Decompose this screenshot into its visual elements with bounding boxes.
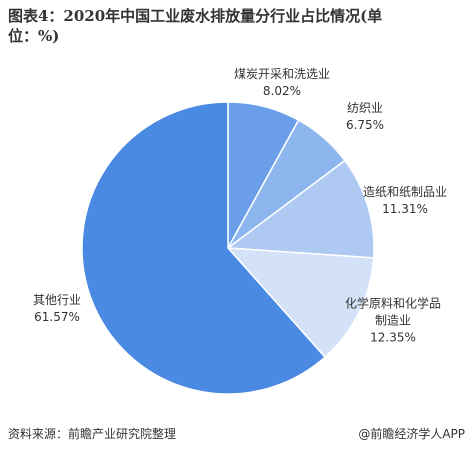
slice-label: 化学原料和化学品制造业 12.35% — [343, 296, 443, 347]
source: 资料来源：前瞻产业研究院整理 — [8, 427, 177, 441]
category-label: 煤炭开采和洗选业 — [233, 67, 331, 81]
slice-label: 煤炭开采和洗选业 8.02% — [234, 66, 330, 100]
slice-label: 其他行业 61.57% — [33, 292, 81, 326]
pie-slice — [225, 159, 375, 259]
category-label: 其他行业 — [32, 293, 82, 307]
pie-slice — [81, 101, 327, 395]
value-label: 61.57% — [34, 310, 80, 324]
value-label: 8.02% — [262, 84, 302, 98]
value-label: 11.31% — [382, 202, 428, 216]
chart-title: 图表4：2020年中国工业废水排放量分行业占比情况(单位：%) — [8, 7, 383, 45]
value-label: 6.75% — [345, 118, 385, 132]
category-label: 纺织业 — [346, 101, 383, 115]
value-label: 12.35% — [370, 330, 416, 345]
pie-slice — [226, 247, 375, 359]
slice-label: 造纸和纸制品业 11.31% — [363, 184, 447, 218]
category-label: 化学原料和化学品制造业 — [344, 296, 441, 328]
slice-label: 纺织业 6.75% — [346, 100, 384, 134]
category-label: 造纸和纸制品业 — [362, 185, 448, 199]
credit: @前瞻经济学人APP — [358, 427, 465, 441]
